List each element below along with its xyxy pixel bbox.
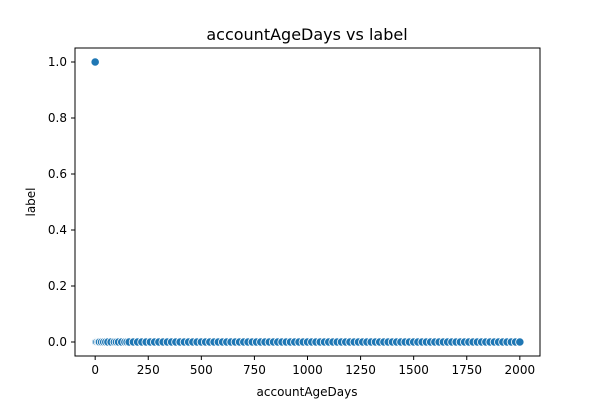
x-axis-ticks: 0 250 500 750 1000 1250 1500 1750 2000 — [91, 356, 535, 377]
x-tick-label: 1000 — [292, 363, 323, 377]
chart-title: accountAgeDays vs label — [206, 25, 407, 44]
x-tick-label: 1250 — [345, 363, 376, 377]
x-tick-label: 1750 — [451, 363, 482, 377]
y-tick-label: 0.6 — [48, 167, 67, 181]
y-tick-label: 0.2 — [48, 279, 67, 293]
y-tick-label: 1.0 — [48, 55, 67, 69]
y-axis-label: label — [24, 187, 38, 216]
plot-frame — [74, 47, 541, 357]
y-tick-label: 0.8 — [48, 111, 67, 125]
data-point — [90, 57, 100, 67]
x-tick-label: 0 — [91, 363, 99, 377]
x-tick-label: 500 — [190, 363, 213, 377]
y-tick-label: 0.4 — [48, 223, 67, 237]
x-tick-label: 250 — [137, 363, 160, 377]
x-tick-label: 2000 — [505, 363, 536, 377]
data-points — [90, 57, 525, 347]
x-tick-label: 1500 — [398, 363, 429, 377]
y-tick-label: 0.0 — [48, 335, 67, 349]
x-axis-label: accountAgeDays — [257, 385, 358, 399]
data-point — [515, 337, 525, 347]
x-tick-label: 750 — [243, 363, 266, 377]
y-axis-ticks: 0.0 0.2 0.4 0.6 0.8 1.0 — [48, 55, 75, 349]
